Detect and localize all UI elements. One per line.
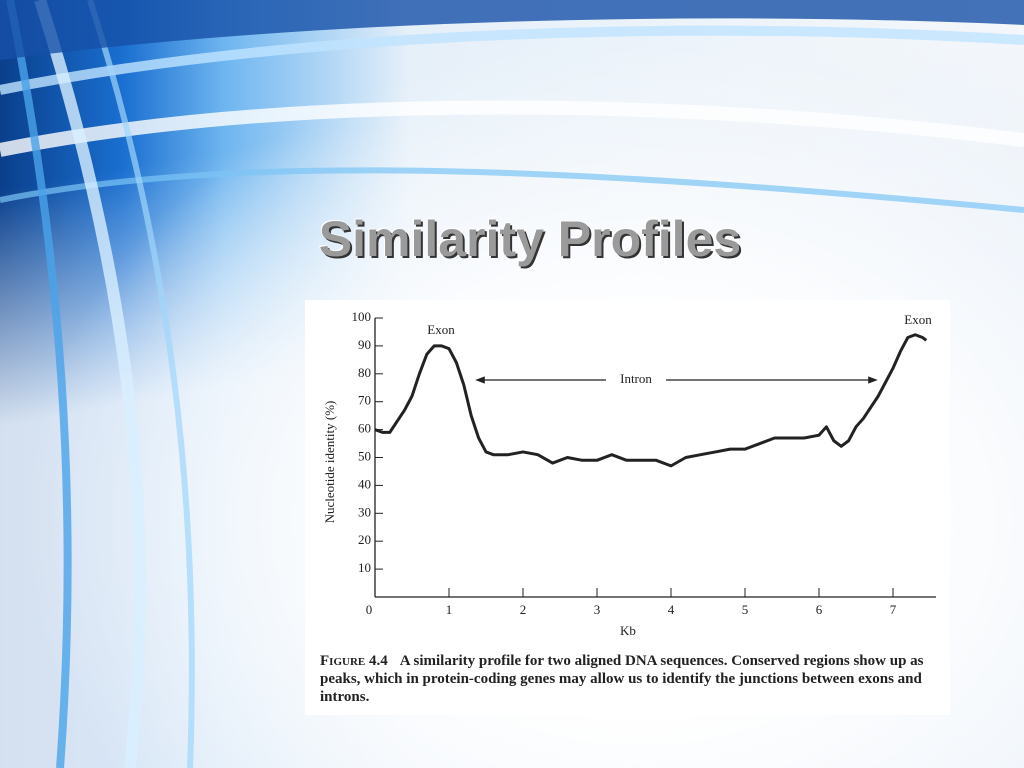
y-tick-label: 80: [358, 365, 371, 380]
annotation: Exon: [904, 312, 932, 327]
y-axis-label: Nucleotide identity (%): [322, 401, 337, 524]
x-tick-label: 3: [594, 602, 601, 617]
y-tick-label: 20: [358, 532, 371, 547]
figure-panel: [305, 300, 950, 715]
annotation: Intron: [620, 371, 652, 386]
y-tick-label: 50: [358, 448, 371, 463]
caption: Figure 4.4 A similarity profile for two a…: [320, 652, 940, 706]
data-line: [374, 333, 928, 468]
annotation: Exon: [427, 322, 455, 337]
x-tick-label: 6: [816, 602, 823, 617]
y-tick-label: 10: [358, 560, 371, 575]
x-tick-label: 7: [890, 602, 897, 617]
y-tick-label: 100: [352, 309, 372, 324]
x-axis-label: Kb: [620, 623, 636, 638]
caption-label: Figure 4.4: [320, 653, 388, 669]
x-tick-label: 5: [742, 602, 749, 617]
y-tick-label: 60: [358, 421, 371, 436]
y-tick-label: 40: [358, 476, 371, 491]
y-tick-label: 90: [358, 337, 371, 352]
caption-text: A similarity profile for two aligned DNA…: [320, 653, 924, 705]
y-tick-label: 30: [358, 504, 371, 519]
x-tick-label: 0: [366, 602, 373, 617]
x-tick-label: 4: [668, 602, 675, 617]
x-tick-label: 1: [446, 602, 453, 617]
slide-title: Similarity Profiles: [318, 211, 742, 267]
x-tick-label: 2: [520, 602, 527, 617]
y-tick-label: 70: [358, 393, 371, 408]
